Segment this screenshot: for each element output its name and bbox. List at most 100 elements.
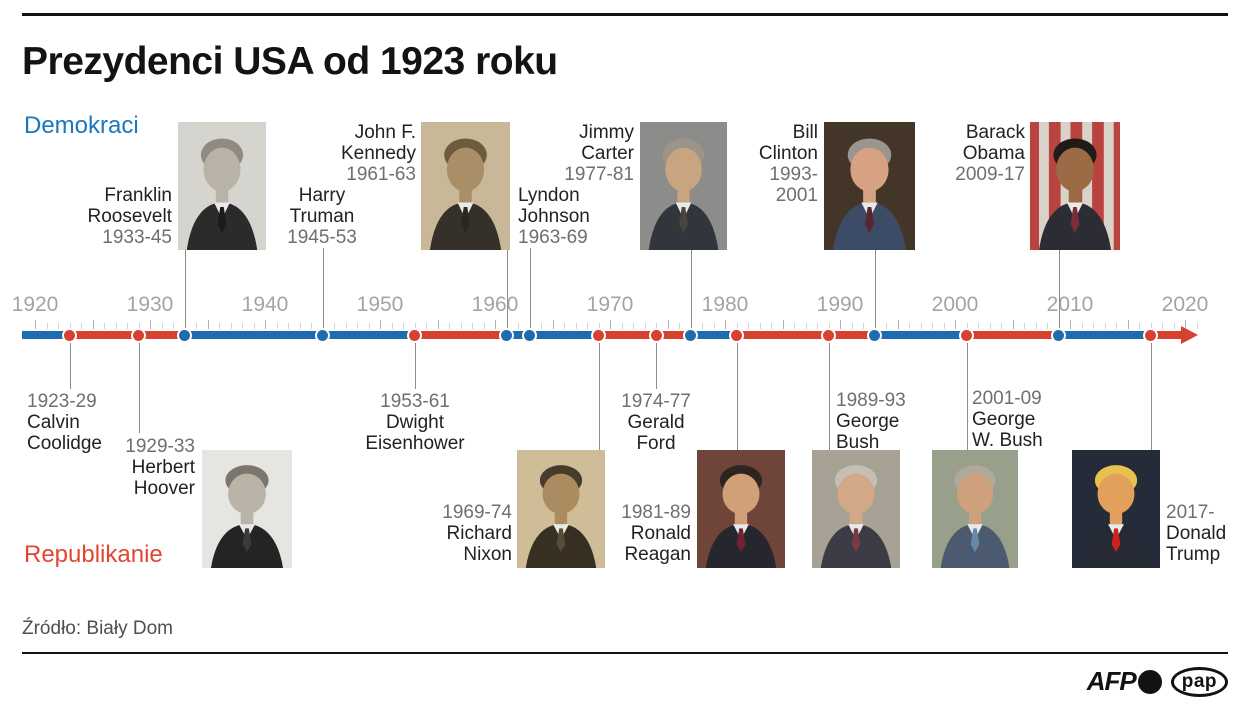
connector-eisenhower <box>414 339 416 389</box>
president-term-years: 2001 <box>775 185 818 206</box>
president-label-eisenhower: 1953-61 Dwight Eisenhower <box>325 391 505 454</box>
timeline-segment-13 <box>874 331 967 339</box>
connector-kennedy <box>506 250 508 331</box>
axis-tick <box>713 323 715 329</box>
president-name-line: Reagan <box>624 544 691 565</box>
axis-tick <box>207 320 209 329</box>
axis-tick <box>92 320 94 329</box>
legend-democrats: Demokraci <box>24 112 139 139</box>
president-term-years: 2009-17 <box>955 164 1025 185</box>
president-term-years: 1929-33 <box>125 436 195 457</box>
president-label-clinton: Bill Clinton 1993- 2001 <box>759 122 818 206</box>
president-label-hoover: 1929-33 Herbert Hoover <box>125 436 195 499</box>
president-label-carter: Jimmy Carter 1977-81 <box>564 122 634 185</box>
axis-tick <box>598 323 600 329</box>
axis-tick <box>564 323 565 329</box>
president-term-years: 1977-81 <box>564 164 634 185</box>
axis-tick <box>161 323 163 329</box>
axis-tick <box>966 323 968 329</box>
axis-tick <box>575 323 577 329</box>
president-label-ford: 1974-77 Gerald Ford <box>566 391 746 454</box>
axis-tick <box>587 323 588 329</box>
connector-reagan <box>736 339 738 450</box>
timeline-dot-2009 <box>1051 328 1066 343</box>
axis-year-1940: 1940 <box>241 293 289 316</box>
portrait-placeholder-image <box>202 450 292 568</box>
axis-tick <box>978 323 979 329</box>
axis-tick <box>943 323 945 329</box>
axis-tick <box>759 323 761 329</box>
axis-tick <box>1001 323 1002 329</box>
timeline-segment-3 <box>184 331 323 339</box>
president-photo-obama <box>1030 122 1120 250</box>
connector-ford <box>656 339 657 389</box>
axis-tick <box>782 320 784 329</box>
president-photo-reagan <box>697 450 785 568</box>
axis-tick <box>621 323 623 329</box>
president-label-kennedy: John F. Kennedy 1961-63 <box>341 122 416 185</box>
axis-tick <box>1104 323 1106 329</box>
axis-tick <box>1035 323 1037 329</box>
axis-tick <box>1070 320 1071 329</box>
axis-tick <box>679 323 680 329</box>
timeline-dot-1974 <box>648 328 664 343</box>
axis-tick <box>265 320 266 329</box>
axis-tick <box>1081 323 1083 329</box>
timeline-arrowhead <box>1181 326 1198 344</box>
timeline-dot-1953 <box>407 328 422 343</box>
president-photo-kennedy <box>421 122 510 250</box>
axis-tick <box>909 323 910 329</box>
pap-logo: pap <box>1170 666 1228 697</box>
axis-tick <box>1012 320 1014 329</box>
axis-tick <box>644 323 646 329</box>
timeline-segment-8 <box>598 331 656 339</box>
axis-tick <box>35 320 36 329</box>
timeline-dot-1945 <box>315 328 330 343</box>
president-name-line: Donald <box>1166 523 1227 544</box>
axis-tick <box>437 320 439 329</box>
president-term-years: 1923-29 <box>27 391 97 412</box>
axis-tick <box>460 323 462 329</box>
axis-tick <box>495 320 496 329</box>
president-label-fdr: Franklin Roosevelt 1933-45 <box>88 185 173 248</box>
axis-tick <box>403 323 404 329</box>
axis-tick <box>886 323 887 329</box>
axis-tick <box>863 323 864 329</box>
axis-tick <box>667 320 669 329</box>
axis-tick <box>81 323 82 329</box>
axis-tick <box>1127 320 1129 329</box>
axis-tick <box>46 323 48 329</box>
axis-tick <box>771 323 772 329</box>
axis-tick <box>897 320 899 329</box>
axis-tick <box>805 323 807 329</box>
axis-tick <box>1139 323 1140 329</box>
axis-tick <box>932 323 933 329</box>
axis-year-1990: 1990 <box>816 293 864 316</box>
president-name-line: Gerald <box>627 412 685 433</box>
axis-tick <box>725 320 726 329</box>
president-photo-hoover <box>202 450 292 568</box>
page-title: Prezydenci USA od 1923 roku <box>22 40 558 83</box>
president-label-nixon: 1969-74 Richard Nixon <box>442 502 512 565</box>
afp-logo-text: AFP <box>1086 666 1137 696</box>
axis-tick <box>115 323 117 329</box>
president-label-truman: Harry Truman 1945-53 <box>232 185 412 248</box>
president-name-line: Trump <box>1166 544 1221 565</box>
portrait-placeholder-image <box>824 122 915 250</box>
president-term-years: 1933-45 <box>102 227 172 248</box>
connector-clinton <box>874 250 876 331</box>
axis-tick <box>1162 323 1163 329</box>
portrait-placeholder-image <box>932 450 1018 568</box>
timeline-dot-1977 <box>683 328 698 343</box>
timeline-dot-1933 <box>177 328 192 343</box>
timeline-segment-6 <box>506 331 530 339</box>
president-photo-bush_jr <box>932 450 1018 568</box>
axis-tick <box>58 323 59 329</box>
axis-tick <box>391 323 393 329</box>
connector-truman <box>322 248 324 331</box>
president-name-line: John F. <box>354 122 416 143</box>
president-name-line: Clinton <box>758 143 818 164</box>
portrait-placeholder-image <box>640 122 727 250</box>
axis-tick <box>345 323 347 329</box>
